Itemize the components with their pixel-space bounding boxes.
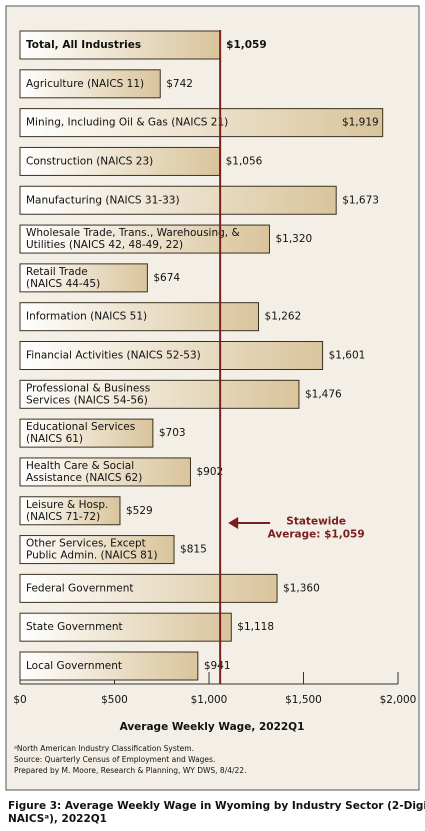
value-label: $902 (196, 466, 223, 478)
bar (19, 573, 278, 603)
category-label: Other Services, Except Public Admin. (NAI… (26, 538, 158, 562)
value-label: $742 (166, 78, 193, 90)
x-axis-title: Average Weekly Wage, 2022Q1 (120, 721, 305, 733)
value-label: $1,059 (226, 39, 267, 51)
category-label: Educational Services (NAICS 61) (26, 421, 135, 445)
category-label: Total, All Industries (26, 39, 141, 51)
footnote: Prepared by M. Moore, Research & Plannin… (14, 766, 246, 775)
category-label: Wholesale Trade, Trans., Warehousing, & U… (26, 227, 240, 251)
bar (19, 302, 260, 332)
category-label: Leisure & Hosp. (NAICS 71-72) (26, 499, 108, 523)
bar (19, 535, 175, 565)
caption: Figure 3: Average Weekly Wage in Wyoming… (8, 800, 425, 825)
category-label: Mining, Including Oil & Gas (NAICS 21) (26, 117, 228, 129)
footnote: Source: Quarterly Census of Employment a… (14, 755, 215, 764)
bar (19, 457, 191, 487)
value-label: $674 (153, 272, 180, 284)
value-label: $1,919 (342, 117, 379, 129)
category-label: Construction (NAICS 23) (26, 155, 153, 167)
value-label: $1,320 (275, 233, 312, 245)
value-label: $703 (159, 427, 186, 439)
category-label: Health Care & Social Assistance (NAICS 62… (26, 460, 142, 484)
category-label: Information (NAICS 51) (26, 311, 147, 323)
value-label: $529 (126, 505, 153, 517)
category-label: Retail Trade (NAICS 44-45) (26, 266, 100, 290)
value-label: $1,360 (283, 582, 320, 594)
value-label: $1,476 (305, 388, 342, 400)
value-label: $1,118 (237, 621, 274, 633)
reference-label: Statewide Average: $1,059 (268, 516, 365, 541)
bar (19, 379, 300, 409)
bar (19, 69, 161, 99)
bar (19, 612, 232, 642)
bar (19, 341, 324, 370)
x-tick-label: $0 (13, 694, 26, 706)
value-label: $941 (204, 660, 231, 672)
category-label: State Government (26, 621, 123, 633)
category-label: Manufacturing (NAICS 31-33) (26, 194, 180, 206)
bar (19, 651, 199, 681)
value-label: $1,056 (226, 155, 263, 167)
value-label: $1,601 (329, 350, 366, 362)
category-label: Financial Activities (NAICS 52-53) (26, 350, 201, 362)
bar (19, 418, 154, 448)
value-label: $1,673 (342, 194, 379, 206)
category-label: Federal Government (26, 582, 134, 594)
bar (19, 263, 148, 293)
x-tick-label: $1,000 (191, 694, 228, 706)
category-label: Agriculture (NAICS 11) (26, 78, 144, 90)
value-label: $1,262 (265, 311, 302, 323)
arrow-head (228, 517, 239, 529)
x-tick-label: $500 (101, 694, 128, 706)
bar (19, 185, 337, 215)
footnote: ᵃNorth American Industry Classification … (14, 744, 194, 753)
category-label: Professional & Business Services (NAICS 5… (26, 382, 150, 406)
x-tick-label: $1,500 (285, 694, 322, 706)
category-label: Local Government (26, 660, 122, 672)
bar (19, 108, 384, 138)
value-label: $815 (180, 544, 207, 556)
bar (19, 146, 221, 176)
x-tick-label: $2,000 (380, 694, 417, 706)
bar (19, 224, 270, 254)
bar (19, 496, 121, 526)
